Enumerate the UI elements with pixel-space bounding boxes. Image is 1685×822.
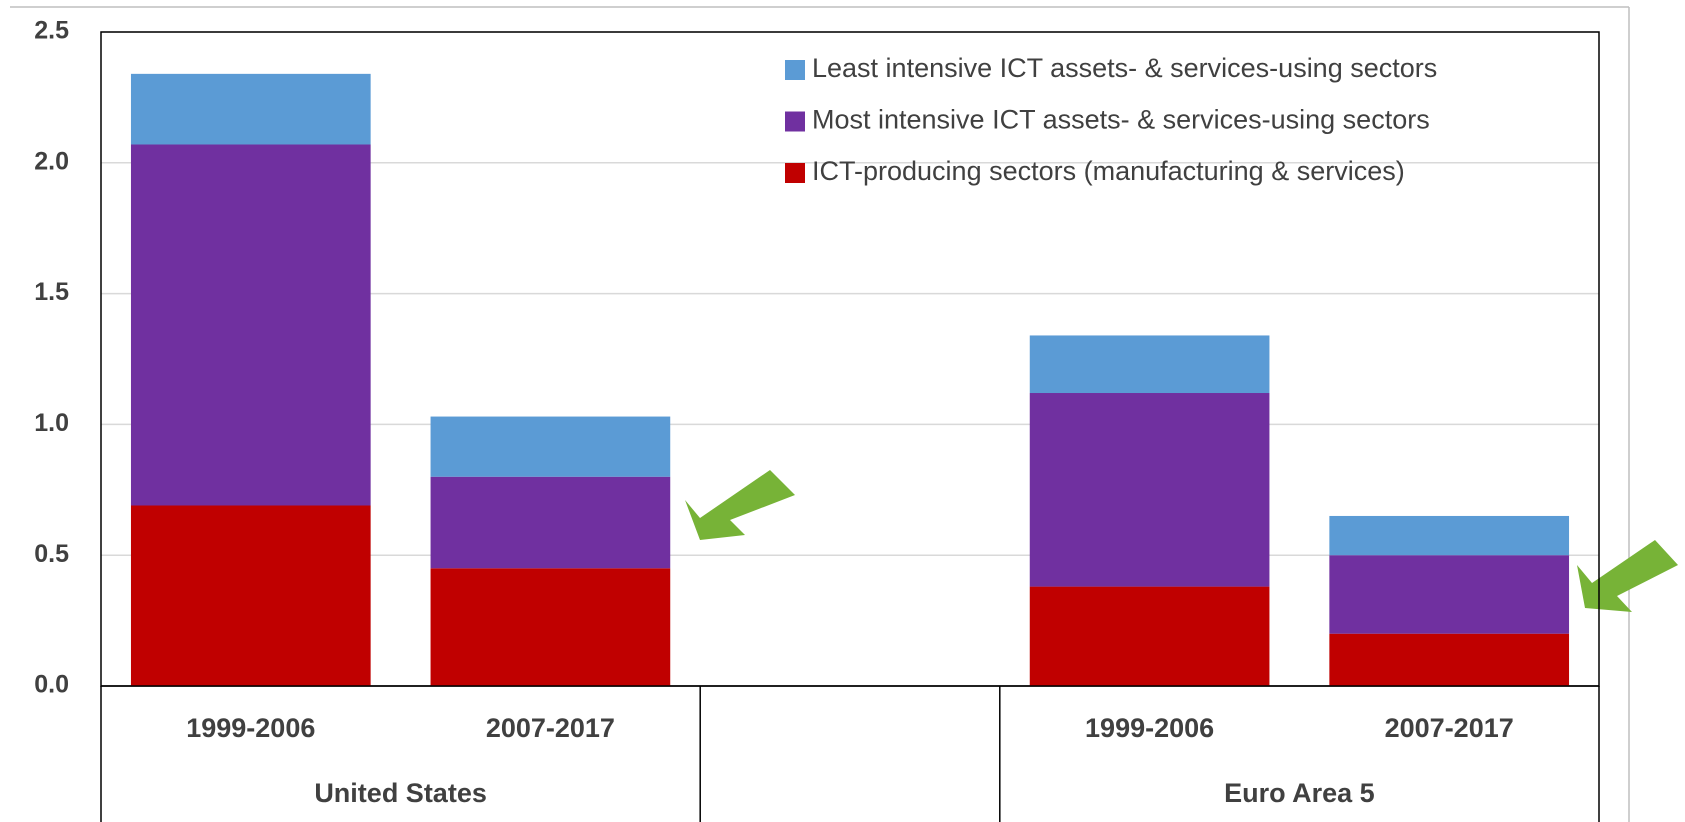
legend-label: ICT-producing sectors (manufacturing & s… <box>812 156 1405 186</box>
bar-segment <box>430 476 671 569</box>
bar-segment <box>130 73 371 145</box>
arrow <box>685 470 795 540</box>
legend-label: Most intensive ICT assets- & services-us… <box>812 105 1430 135</box>
y-tick-label: 2.0 <box>34 147 69 175</box>
y-tick-label: 2.5 <box>34 17 69 45</box>
x-tick-label: 2007-2017 <box>486 713 615 743</box>
bar-segment <box>1029 586 1270 686</box>
x-tick-label: 1999-2006 <box>1085 713 1214 743</box>
y-tick-label: 0.0 <box>34 671 69 699</box>
bar-segment <box>130 144 371 506</box>
group-label: Euro Area 5 <box>1224 778 1375 808</box>
legend-swatch <box>785 111 805 132</box>
bar-segment <box>1029 393 1270 587</box>
x-tick-label: 2007-2017 <box>1385 713 1514 743</box>
bar-segment <box>430 416 671 477</box>
y-tick-label: 1.0 <box>34 409 69 437</box>
x-tick-label: 1999-2006 <box>186 713 315 743</box>
bar-segment <box>1329 555 1570 634</box>
arrow <box>1577 540 1678 612</box>
y-tick-label: 0.5 <box>34 540 69 568</box>
bar-segment <box>130 505 371 686</box>
group-label: United States <box>314 778 487 808</box>
legend-label: Least intensive ICT assets- & services-u… <box>812 53 1437 83</box>
bar-segment <box>430 568 671 686</box>
bar-segment <box>1029 335 1270 394</box>
legend-swatch <box>785 163 805 183</box>
y-tick-label: 1.5 <box>34 278 69 306</box>
legend-swatch <box>785 60 805 80</box>
bar-segment <box>1329 633 1570 686</box>
bar-segment <box>1329 515 1570 556</box>
